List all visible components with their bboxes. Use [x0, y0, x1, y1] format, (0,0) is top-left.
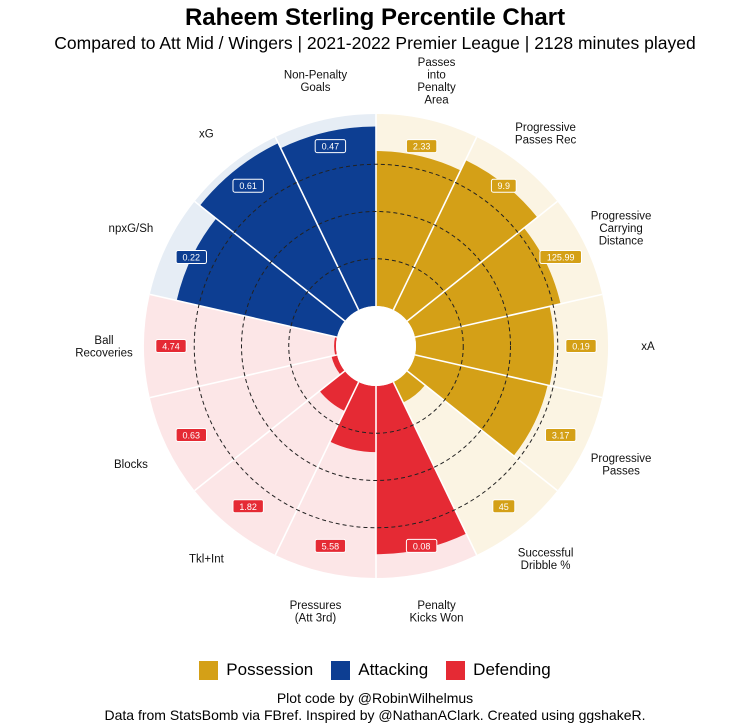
bar-passes-into-penalty-area — [376, 151, 461, 310]
value-label-text: 0.19 — [572, 342, 590, 352]
bar-non-penalty-goals — [280, 126, 376, 310]
sector-divider — [392, 381, 478, 556]
value-label-box — [232, 178, 264, 193]
percentile-chart: 2.33 Passes into Penalty Area 9.9 Progressive P… — [75, 57, 655, 625]
background-sector — [143, 294, 376, 398]
value-label-text: 4.74 — [162, 342, 180, 352]
value-label-box — [155, 339, 187, 353]
value-label-box — [405, 139, 438, 154]
category-label: Tkl+Int — [189, 554, 225, 566]
sector-divider — [406, 200, 558, 322]
category-label: xG — [199, 128, 214, 140]
value-label: 0.63 — [175, 427, 208, 442]
value-label: 0.22 — [175, 250, 208, 265]
value-label-text: 45 — [499, 502, 509, 512]
value-label-text: 3.17 — [552, 430, 570, 440]
value-label-text: 2.33 — [413, 142, 431, 152]
category-label: Non-Penalty Goals — [284, 70, 348, 95]
value-label-box — [544, 427, 577, 442]
legend: Possession Attacking Defending — [0, 660, 750, 680]
sector-divider — [274, 136, 360, 311]
value-label-box — [565, 339, 597, 353]
category-label: Pressures (Att 3rd) — [290, 600, 342, 625]
value-label: 0.61 — [232, 178, 264, 193]
legend-label-possession: Possession — [226, 660, 314, 679]
value-label-box — [175, 250, 208, 265]
legend-item-attacking: Attacking — [331, 660, 428, 680]
gridline-50 — [241, 211, 511, 481]
caption-line-1: Plot code by @RobinWilhelmus — [276, 690, 474, 706]
legend-swatch-attacking — [331, 660, 351, 680]
bar-progressive-passes — [407, 354, 548, 456]
value-label: 0.08 — [405, 538, 438, 553]
bar-progressive-passes-rec — [393, 160, 538, 322]
caption-line-2: Data from StatsBomb via FBref. Inspired … — [104, 707, 646, 723]
category-label: Progressive Passes Rec — [515, 122, 577, 147]
sector-divider — [414, 354, 603, 399]
value-label: 4.74 — [155, 339, 187, 353]
category-label: Penalty Kicks Won — [409, 600, 463, 625]
value-label: 0.47 — [314, 139, 347, 154]
value-label: 9.9 — [490, 178, 517, 193]
bar-ball-recoveries — [334, 336, 338, 356]
value-label: 2.33 — [405, 139, 438, 154]
category-label: npxG/Sh — [109, 223, 154, 235]
legend-swatch-possession — [199, 660, 219, 680]
bar-progressive-carrying-distance — [407, 227, 561, 338]
category-label: Blocks — [114, 459, 148, 471]
value-label-text: 0.63 — [183, 430, 201, 440]
category-label: Passes into Penalty Area — [417, 57, 456, 107]
center-hole — [336, 306, 416, 386]
value-label: 5.58 — [314, 538, 347, 553]
category-label: Progressive Carrying Distance — [591, 210, 652, 247]
value-label-text: 125.99 — [547, 253, 575, 263]
category-label: xA — [641, 341, 655, 353]
value-label: 45 — [492, 499, 516, 514]
category-label: Progressive Passes — [591, 453, 652, 478]
value-label: 0.19 — [565, 339, 597, 353]
bar-pressures-att-3rd — [329, 382, 376, 453]
sector-divider — [149, 354, 338, 399]
sector-divider — [194, 200, 346, 322]
value-label-box — [539, 250, 582, 265]
value-label-text: 0.22 — [183, 253, 201, 263]
gridline-25 — [288, 258, 464, 434]
gridline-75 — [193, 163, 559, 529]
value-label-box — [175, 427, 208, 442]
legend-swatch-defending — [446, 660, 466, 680]
sector-divider — [392, 136, 478, 311]
bar-penalty-kicks-won — [376, 382, 467, 555]
value-label-text: 5.58 — [322, 541, 340, 551]
value-label-box — [232, 499, 264, 514]
value-label-box — [314, 538, 347, 553]
value-label: 125.99 — [539, 250, 582, 265]
category-label: Successful Dribble % — [518, 547, 574, 572]
value-label-text: 0.47 — [322, 142, 340, 152]
legend-label-attacking: Attacking — [358, 660, 429, 679]
value-label-box — [492, 499, 516, 514]
value-label-text: 1.82 — [239, 502, 257, 512]
sector-divider — [414, 293, 603, 338]
value-label: 1.82 — [232, 499, 264, 514]
sector-divider — [406, 370, 558, 492]
value-label-box — [314, 139, 347, 154]
bar-blocks — [331, 354, 345, 375]
value-label-box — [405, 538, 438, 553]
value-label: 3.17 — [544, 427, 577, 442]
bar-npxg-sh — [176, 218, 345, 338]
legend-item-possession: Possession — [199, 660, 313, 680]
sector-divider — [274, 381, 360, 556]
legend-item-defending: Defending — [446, 660, 551, 680]
sector-divider — [149, 293, 338, 338]
value-label-text: 9.9 — [498, 181, 511, 191]
value-label-text: 0.61 — [239, 181, 257, 191]
value-label-text: 0.08 — [413, 541, 431, 551]
sector-divider — [194, 370, 346, 492]
category-label: Ball Recoveries — [75, 335, 133, 360]
bar-xa — [414, 306, 554, 386]
value-label-box — [490, 178, 517, 193]
chart-title: Raheem Sterling Percentile Chart — [184, 4, 566, 31]
chart-subtitle: Compared to Att Mid / Wingers | 2021-202… — [54, 33, 696, 53]
legend-label-defending: Defending — [473, 660, 551, 679]
